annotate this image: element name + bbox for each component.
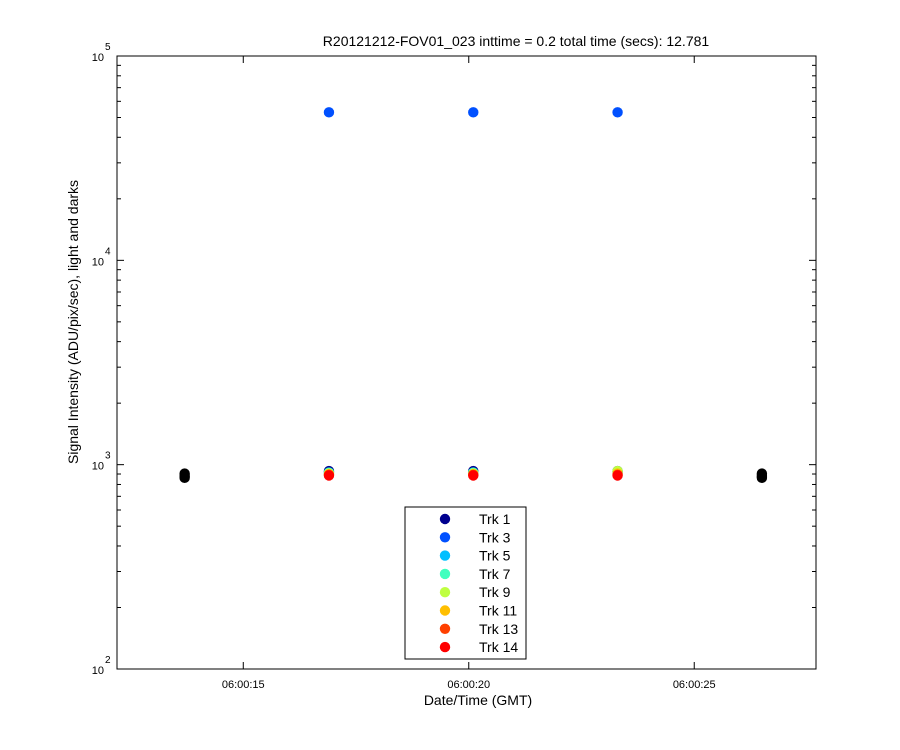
- y-tick-label-exponent: 4: [105, 246, 111, 257]
- legend-label: Trk 5: [479, 548, 511, 564]
- data-point: [612, 107, 623, 118]
- y-tick-label-exponent: 2: [105, 655, 111, 666]
- legend-marker: [439, 605, 451, 616]
- y-axis-label: Signal Intensity (ADU/pix/sec), light an…: [65, 180, 81, 464]
- x-tick-labels: 06:00:15 06:00:20 06:00:25: [222, 679, 716, 691]
- y-tick-label-base: 10: [92, 52, 104, 64]
- legend-marker: [439, 568, 451, 580]
- dark-point: [756, 472, 768, 484]
- data-point: [468, 107, 479, 118]
- data-point: [323, 470, 335, 481]
- data-point: [323, 107, 335, 118]
- legend-marker: [439, 550, 451, 561]
- chart-title: R20121212-FOV01_023 inttime = 0.2 total …: [323, 33, 710, 49]
- data-point: [612, 470, 623, 481]
- legend-label: Trk 14: [479, 639, 518, 655]
- legend-box: [404, 506, 527, 660]
- y-tick-label-base: 10: [92, 461, 104, 473]
- data-point: [468, 470, 479, 481]
- legend-label: Trk 3: [479, 529, 511, 545]
- y-tick-label-base: 10: [92, 256, 104, 268]
- dark-point: [179, 472, 190, 484]
- legend-marker: [439, 587, 451, 598]
- legend-label: Trk 7: [479, 566, 511, 582]
- legend-marker: [439, 641, 451, 653]
- x-axis-label: Date/Time (GMT): [424, 692, 532, 708]
- legend-label: Trk 1: [479, 511, 511, 527]
- y-tick-label-base: 10: [92, 665, 104, 677]
- legend-label: Trk 13: [479, 621, 518, 637]
- legend-label: Trk 9: [479, 584, 511, 600]
- legend-marker: [439, 513, 451, 525]
- x-tick-label: 06:00:15: [222, 679, 265, 691]
- dark-points: [179, 468, 768, 484]
- legend: Trk 1 Trk 3 Trk 5 Trk 7 Trk 9 Trk 11 Trk 13 Trk…: [404, 506, 527, 660]
- series-points: [323, 107, 623, 481]
- y-tick-label-exponent: 3: [105, 451, 111, 462]
- x-tick-label: 06:00:25: [673, 679, 716, 691]
- legend-marker: [439, 532, 451, 543]
- legend-label: Trk 11: [479, 603, 517, 619]
- axis-ticks: [117, 56, 816, 670]
- y-tick-label-exponent: 5: [105, 42, 111, 53]
- legend-marker: [439, 623, 451, 634]
- x-tick-label: 06:00:20: [447, 679, 490, 691]
